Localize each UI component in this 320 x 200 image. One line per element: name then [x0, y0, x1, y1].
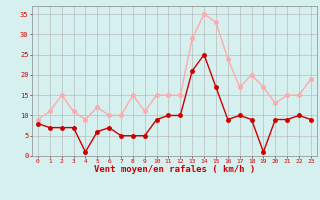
X-axis label: Vent moyen/en rafales ( km/h ): Vent moyen/en rafales ( km/h ) [94, 165, 255, 174]
